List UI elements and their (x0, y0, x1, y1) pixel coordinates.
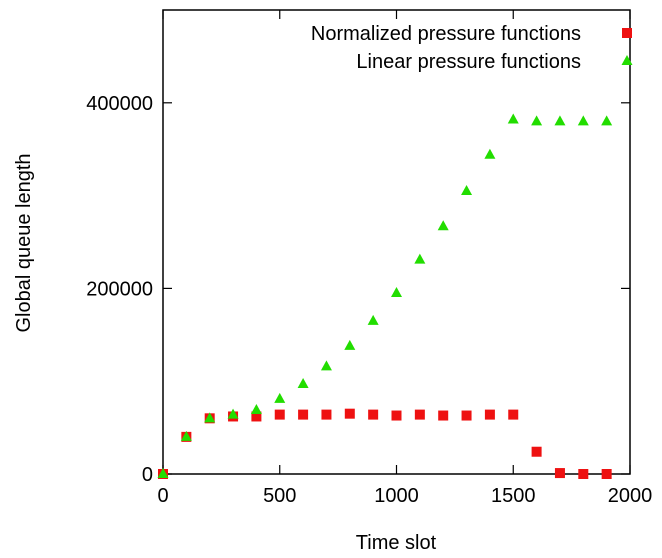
linear-series-point (227, 408, 239, 419)
normalized-series-point (461, 410, 472, 421)
linear-series-point (344, 339, 356, 350)
normalized-series-point (414, 409, 425, 420)
normalized-series-point (368, 409, 379, 420)
plot-frame (162, 9, 631, 475)
linear-series-point (554, 115, 566, 126)
normalized-series-point (578, 469, 589, 479)
linear-series-point (484, 148, 496, 159)
linear-series-point (367, 314, 379, 325)
normalized-series-point (508, 409, 519, 420)
series-square-points (158, 408, 612, 479)
normalized-series-point (321, 409, 332, 420)
normalized-series-point (484, 409, 495, 420)
x-tick-label: 0 (157, 485, 168, 507)
normalized-series-point (344, 408, 355, 419)
linear-series-point (204, 412, 216, 423)
legend-label: Linear pressure functions (356, 51, 581, 73)
x-tick-label: 500 (263, 485, 296, 507)
linear-series-point (437, 220, 449, 231)
linear-series-point (320, 360, 332, 371)
legend-marker (622, 28, 632, 38)
normalized-series-point (531, 446, 542, 457)
y-tick-label: 200000 (86, 278, 153, 300)
linear-series-point (250, 403, 262, 414)
linear-series-point (157, 468, 169, 478)
x-tick-label: 2000 (608, 485, 653, 507)
linear-series-point (274, 392, 286, 403)
x-tick-label: 1500 (491, 485, 536, 507)
linear-series-point (180, 430, 192, 441)
linear-series-point (391, 287, 402, 298)
normalized-series-point (298, 409, 309, 420)
normalized-series-point (251, 411, 262, 422)
linear-series-point (507, 113, 519, 124)
linear-series-point (461, 184, 473, 195)
y-axis-label: Global queue length (13, 153, 35, 332)
y-tick-label: 400000 (86, 93, 153, 115)
series-triangle-points (157, 113, 613, 478)
normalized-series-point (554, 468, 565, 479)
legend: Normalized pressure functions Linear pres… (311, 23, 633, 73)
linear-series-point (577, 115, 589, 126)
legend-marker (621, 55, 633, 65)
legend-label: Normalized pressure functions (311, 23, 581, 45)
linear-series-point (601, 115, 613, 126)
x-tick-label: 1000 (374, 485, 419, 507)
normalized-series-point (601, 469, 612, 479)
normalized-series-point (274, 409, 285, 420)
linear-series-point (414, 253, 426, 264)
x-axis-label: Time slot (356, 532, 437, 554)
linear-series-point (297, 377, 309, 388)
normalized-series-point (438, 410, 449, 421)
linear-series-point (531, 115, 543, 126)
normalized-series-point (391, 410, 402, 421)
y-tick-label: 0 (142, 464, 153, 486)
